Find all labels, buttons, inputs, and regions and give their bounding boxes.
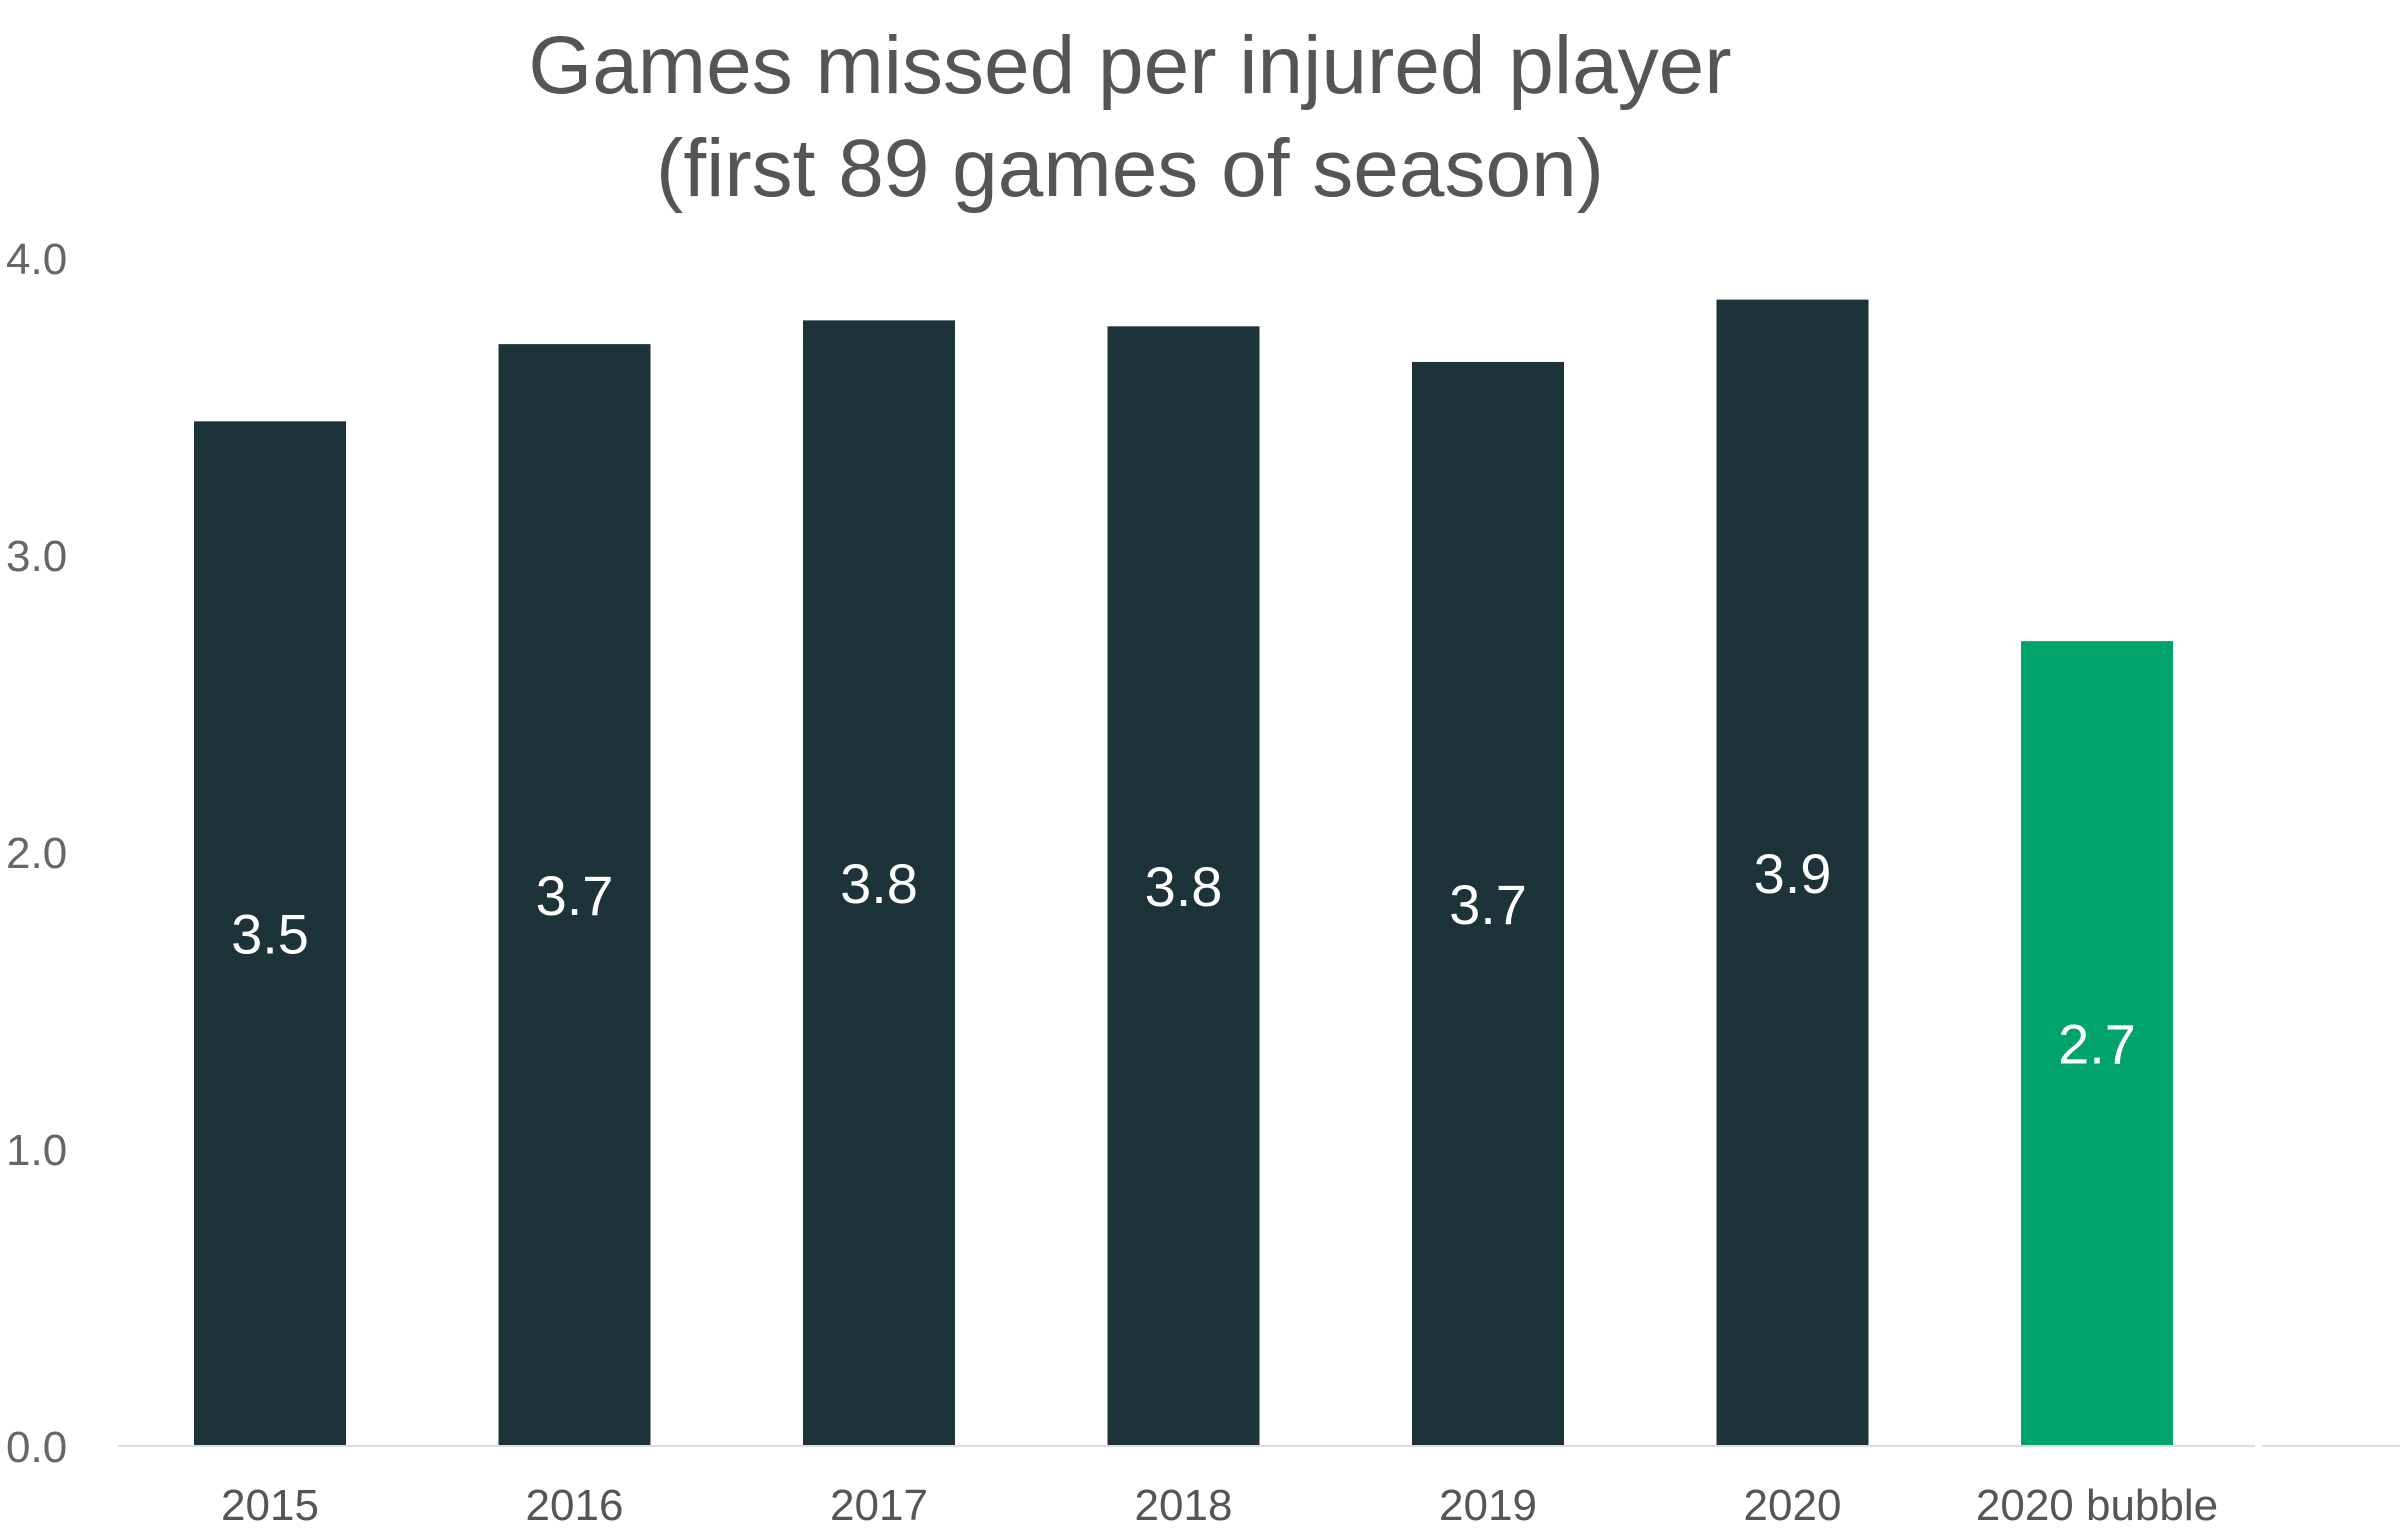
y-tick-label: 3.0 <box>6 532 67 581</box>
x-axis: 2015 2016 2017 2018 2019 2020 2020 bubble <box>118 1445 2400 1530</box>
data-labels: 3.5 3.7 3.8 3.8 3.7 3.9 2.7 <box>231 842 2136 1076</box>
bar <box>1716 299 1869 1447</box>
y-tick-label: 2.0 <box>6 829 67 878</box>
bar <box>2021 641 2173 1446</box>
chart-title-line-1: Games missed per injured player <box>528 20 1731 111</box>
bar <box>803 320 955 1446</box>
x-tick-label: 2015 <box>221 1481 319 1530</box>
bar <box>498 344 651 1446</box>
bar <box>194 421 346 1447</box>
data-label: 3.7 <box>536 864 614 927</box>
x-tick-label: 2018 <box>1135 1481 1233 1530</box>
data-label: 3.5 <box>231 903 309 966</box>
y-tick-label: 4.0 <box>6 235 67 284</box>
data-label: 3.7 <box>1449 873 1527 936</box>
bar <box>1412 361 1564 1447</box>
y-tick-label: 1.0 <box>6 1126 67 1175</box>
y-axis: 0.0 1.0 2.0 3.0 4.0 <box>6 235 67 1472</box>
x-tick-label: 2019 <box>1439 1481 1537 1530</box>
chart-title: Games missed per injured player (first 8… <box>528 20 1731 214</box>
x-tick-label: 2020 <box>1744 1481 1842 1530</box>
data-label: 2.7 <box>2058 1013 2136 1076</box>
bar-series <box>194 299 2173 1447</box>
x-tick-label: 2017 <box>830 1481 928 1530</box>
data-label: 3.8 <box>1145 855 1223 918</box>
x-tick-label: 2016 <box>526 1481 624 1530</box>
x-tick-label: 2020 bubble <box>1976 1481 2218 1530</box>
data-label: 3.9 <box>1754 842 1832 905</box>
y-tick-label: 0.0 <box>6 1423 67 1472</box>
bar <box>1107 326 1260 1446</box>
chart-title-line-2: (first 89 games of season) <box>656 123 1604 214</box>
data-label: 3.8 <box>840 852 918 915</box>
